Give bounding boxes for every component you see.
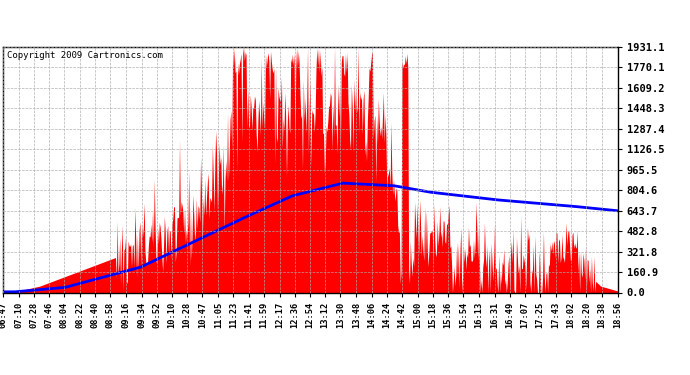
Text: West Array Actual Power (red) & Running Average Power (blue) (Watts) Thu Mar 26 : West Array Actual Power (red) & Running … — [42, 15, 648, 28]
Text: Copyright 2009 Cartronics.com: Copyright 2009 Cartronics.com — [6, 51, 162, 60]
